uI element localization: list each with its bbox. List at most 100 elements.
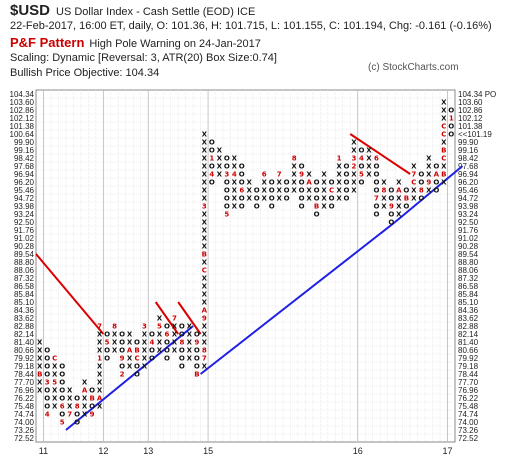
o-box: O <box>299 203 305 211</box>
o-box: O <box>373 171 379 179</box>
o-box: O <box>164 347 170 355</box>
month-mark: C <box>52 355 57 363</box>
y-tick-label-right: 90.28 <box>458 242 479 251</box>
o-box: O <box>284 187 290 195</box>
o-box: O <box>418 179 424 187</box>
y-tick-label-left: 73.26 <box>14 426 35 435</box>
x-box: X <box>396 203 402 211</box>
trend-line <box>199 221 396 375</box>
month-mark: C <box>441 131 446 139</box>
y-tick-label-right: 85.84 <box>458 290 479 299</box>
x-box: X <box>426 171 432 179</box>
x-box: X <box>187 323 193 331</box>
y-tick-label-right: 86.58 <box>458 282 479 291</box>
month-mark: 9 <box>426 179 431 187</box>
y-tick-label-right: 104.34 PO <box>458 90 496 99</box>
x-box: X <box>321 203 327 211</box>
month-mark: C <box>202 267 207 275</box>
o-box: O <box>149 331 155 339</box>
o-box: O <box>119 339 125 347</box>
x-box: X <box>202 339 208 347</box>
x-box: X <box>202 323 208 331</box>
x-box: X <box>351 187 357 195</box>
month-mark: 8 <box>112 323 117 331</box>
y-tick-label-right: 82.14 <box>458 330 479 339</box>
o-box: O <box>433 179 439 187</box>
y-tick-label-right: 88.80 <box>458 258 479 267</box>
month-mark: 5 <box>60 419 65 427</box>
y-tick-label-left: 76.22 <box>14 394 35 403</box>
y-tick-label-left: 88.06 <box>14 266 35 275</box>
x-box: X <box>366 147 372 155</box>
o-box: O <box>149 355 155 363</box>
o-box: O <box>74 395 80 403</box>
x-box: X <box>217 171 223 179</box>
o-box: O <box>314 179 320 187</box>
o-box: O <box>89 403 95 411</box>
x-box: X <box>247 187 253 195</box>
o-box: O <box>448 131 454 139</box>
o-box: O <box>388 195 394 203</box>
o-box: O <box>269 195 275 203</box>
o-box: O <box>224 179 230 187</box>
y-tick-label-right: 102.86 <box>458 106 483 115</box>
x-box: X <box>127 339 133 347</box>
month-mark: 4 <box>45 411 50 419</box>
month-mark: 5 <box>52 379 57 387</box>
o-box: O <box>224 163 230 171</box>
x-box: X <box>441 99 447 107</box>
quote-line: 22-Feb-2017, 16:00 ET, daily, O: 101.36,… <box>10 20 492 32</box>
x-box: X <box>142 339 148 347</box>
o-box: O <box>194 363 200 371</box>
o-box: O <box>119 331 125 339</box>
x-box: X <box>37 387 43 395</box>
o-box: O <box>329 203 335 211</box>
y-tick-label-left: 97.68 <box>14 162 35 171</box>
y-tick-label-right: 74.00 <box>458 418 479 427</box>
y-tick-label-left: 83.62 <box>14 314 35 323</box>
o-box: O <box>239 179 245 187</box>
o-box: O <box>59 379 65 387</box>
x-box: X <box>321 195 327 203</box>
month-mark: 3 <box>224 171 229 179</box>
x-box: X <box>97 403 103 411</box>
month-mark: B <box>441 171 446 179</box>
o-box: O <box>254 187 260 195</box>
o-box: O <box>284 195 290 203</box>
x-box: X <box>187 339 193 347</box>
y-tick-label-left: 98.42 <box>14 154 35 163</box>
x-box: X <box>247 195 253 203</box>
x-box: X <box>202 291 208 299</box>
y-tick-label-left: 91.02 <box>14 234 35 243</box>
x-box: X <box>172 323 178 331</box>
y-tick-label-left: 85.10 <box>14 298 35 307</box>
x-box: X <box>82 403 88 411</box>
o-box: O <box>284 179 290 187</box>
month-mark: 7 <box>277 171 282 179</box>
x-box: X <box>172 331 178 339</box>
y-tick-label-left: 74.00 <box>14 418 35 427</box>
x-box: X <box>381 203 387 211</box>
x-box: X <box>381 195 387 203</box>
y-tick-label-right: 91.76 <box>458 226 479 235</box>
o-box: O <box>59 395 65 403</box>
y-tick-label-left: 75.48 <box>14 402 35 411</box>
month-mark: 9 <box>202 315 207 323</box>
y-tick-label-left: 90.28 <box>14 242 35 251</box>
o-box: O <box>344 171 350 179</box>
y-tick-label-right: 99.90 <box>458 138 479 147</box>
o-box: O <box>254 195 260 203</box>
y-tick-label-right: 98.42 <box>458 154 479 163</box>
o-box: O <box>179 363 185 371</box>
x-box: X <box>202 139 208 147</box>
o-box: O <box>209 147 215 155</box>
x-tick-label: 12 <box>98 446 108 456</box>
x-box: X <box>187 331 193 339</box>
month-mark: A <box>396 187 402 195</box>
x-box: X <box>321 187 327 195</box>
x-box: X <box>202 163 208 171</box>
month-mark: 3 <box>45 379 50 387</box>
x-box: X <box>97 371 103 379</box>
x-box: X <box>217 155 223 163</box>
o-box: O <box>134 339 140 347</box>
